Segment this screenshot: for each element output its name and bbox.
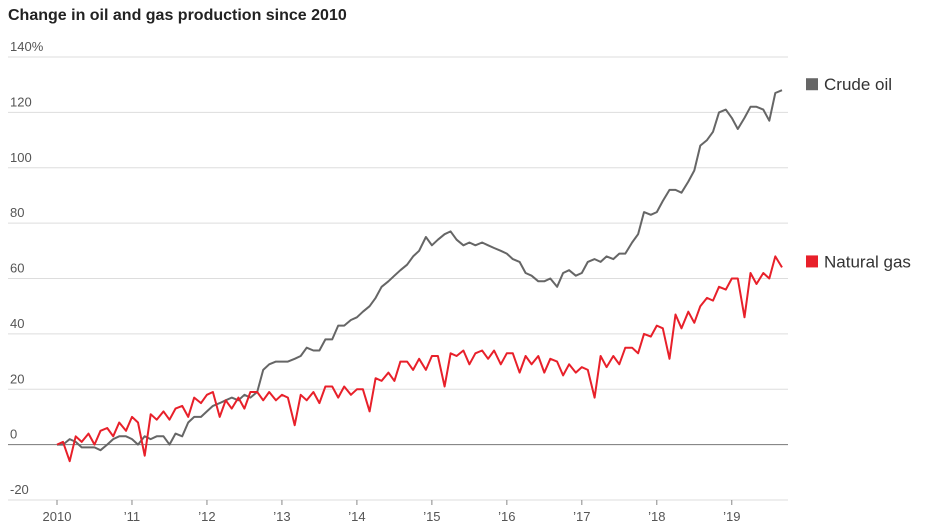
series-line [56, 255, 783, 463]
x-tick-label: ’11 [124, 509, 140, 524]
legend-swatch [806, 78, 818, 91]
y-tick-label: -20 [10, 482, 29, 497]
x-tick-label: ’18 [648, 509, 665, 524]
x-tick-label: ’16 [498, 509, 515, 524]
x-tick-label: ’12 [198, 509, 215, 524]
x-tick-label: ’15 [423, 509, 440, 524]
y-tick-label: 140% [10, 39, 44, 54]
y-tick-label: 20 [10, 371, 24, 386]
chart-title: Change in oil and gas production since 2… [8, 7, 347, 24]
y-tick-label: 100 [10, 150, 32, 165]
y-tick-label: 120 [10, 94, 32, 109]
y-tick-label: 60 [10, 261, 24, 276]
legend-swatch [806, 255, 818, 268]
y-tick-label: 40 [10, 316, 24, 331]
x-tick-label: ’19 [723, 509, 740, 524]
y-tick-label: 0 [10, 427, 17, 442]
x-tick-label: 2010 [43, 509, 72, 524]
y-tick-label: 80 [10, 205, 24, 220]
x-tick-label: ’13 [273, 509, 290, 524]
x-tick-label: ’14 [348, 509, 365, 524]
legend-label: Natural gas [824, 252, 911, 271]
series-line [57, 89, 783, 452]
legend-label: Crude oil [824, 75, 892, 94]
x-tick-label: ’17 [573, 509, 590, 524]
